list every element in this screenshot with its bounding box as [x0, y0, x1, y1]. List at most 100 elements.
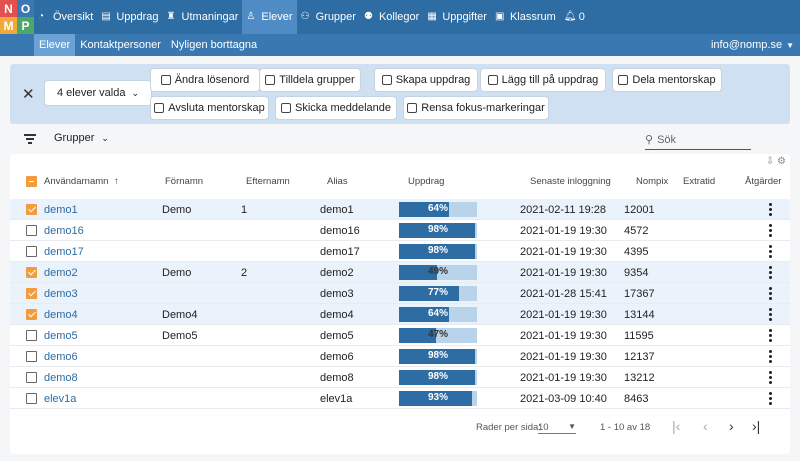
header-lastname[interactable]: Efternamn: [246, 176, 290, 187]
table-row[interactable]: demo3 demo3 77% 2021-01-28 15:41 17367: [10, 283, 790, 304]
username-link[interactable]: demo5: [44, 330, 78, 342]
more-vertical-icon[interactable]: [767, 350, 773, 363]
nav-item-2[interactable]: ♜ Utmaningar: [163, 0, 243, 34]
export-icon[interactable]: ⇩: [765, 156, 775, 167]
row-checkbox[interactable]: [26, 225, 37, 236]
prev-page-icon[interactable]: ‹: [703, 418, 708, 434]
header-assignments[interactable]: Uppdrag: [408, 176, 445, 187]
header-firstname[interactable]: Förnamn: [165, 176, 204, 187]
assignment-progress-bar[interactable]: 77%: [399, 286, 477, 301]
groups-dropdown[interactable]: Grupper ⌄: [54, 132, 109, 144]
action-button-0[interactable]: Ändra lösenord: [150, 68, 260, 92]
nav-item-3[interactable]: ♙ Elever: [242, 0, 297, 34]
gear-icon[interactable]: ⚙: [777, 156, 786, 167]
nav-item-8[interactable]: 🔔︎ 0: [560, 0, 589, 34]
row-checkbox[interactable]: [26, 351, 37, 362]
row-checkbox[interactable]: [26, 267, 37, 278]
more-vertical-icon[interactable]: [767, 266, 773, 279]
page-range: 1 - 10 av 18: [600, 422, 651, 433]
action-button-6[interactable]: Skicka meddelande: [275, 96, 397, 120]
group-icon: ⚇: [300, 11, 310, 22]
header-nompix[interactable]: Nompix: [636, 176, 669, 187]
table-row[interactable]: demo4 Demo4 demo4 64% 2021-01-19 19:30 13144: [10, 304, 790, 325]
table-row[interactable]: demo2 Demo 2 demo2 49% 2021-01-19 19:30 9354: [10, 262, 790, 283]
more-vertical-icon[interactable]: [767, 287, 773, 300]
action-button-2[interactable]: Skapa uppdrag: [374, 68, 478, 92]
selection-count-dropdown[interactable]: 4 elever valda ⌄: [44, 80, 152, 106]
table-row[interactable]: demo16 demo16 98% 2021-01-19 19:30 4572: [10, 220, 790, 241]
action-button-1[interactable]: Tilldela grupper: [259, 68, 361, 92]
username-link[interactable]: demo2: [44, 267, 78, 279]
username-link[interactable]: demo6: [44, 351, 78, 363]
row-checkbox[interactable]: [26, 204, 37, 215]
groups-dropdown-label: Grupper: [54, 132, 95, 144]
assignment-progress-bar[interactable]: 64%: [399, 202, 477, 217]
assignment-progress-bar[interactable]: 93%: [399, 391, 477, 406]
nav-item-5[interactable]: ⚉ Kollegor: [360, 0, 423, 34]
table-row[interactable]: demo1 Demo 1 demo1 64% 2021-02-11 19:28 12001: [10, 199, 790, 220]
action-button-4[interactable]: Dela mentorskap: [612, 68, 722, 92]
row-checkbox[interactable]: [26, 288, 37, 299]
action-button-3[interactable]: Lägg till på uppdrag: [480, 68, 606, 92]
more-vertical-icon[interactable]: [767, 371, 773, 384]
more-vertical-icon[interactable]: [767, 329, 773, 342]
next-page-icon[interactable]: ›: [729, 418, 734, 434]
filter-icon[interactable]: [24, 134, 36, 144]
action-button-7[interactable]: Rensa fokus-markeringar: [403, 96, 549, 120]
select-all-checkbox[interactable]: [26, 176, 37, 187]
username-link[interactable]: demo16: [44, 225, 84, 237]
first-page-icon[interactable]: |‹: [672, 418, 681, 434]
username-link[interactable]: demo17: [44, 246, 84, 258]
header-username[interactable]: Användarnamn ↑: [44, 176, 119, 187]
nav-item-4[interactable]: ⚇ Grupper: [297, 0, 360, 34]
search-input[interactable]: ⚲ Sök: [645, 130, 751, 150]
assignment-progress-bar[interactable]: 64%: [399, 307, 477, 322]
assignment-progress-bar[interactable]: 49%: [399, 265, 477, 280]
username-link[interactable]: elev1a: [44, 393, 77, 405]
more-vertical-icon[interactable]: [767, 392, 773, 405]
row-checkbox[interactable]: [26, 372, 37, 383]
table-row[interactable]: demo8 demo8 98% 2021-01-19 19:30 13212: [10, 367, 790, 388]
more-vertical-icon[interactable]: [767, 224, 773, 237]
last-page-icon[interactable]: ›|: [752, 418, 761, 434]
header-alias[interactable]: Alias: [327, 176, 348, 187]
more-vertical-icon[interactable]: [767, 245, 773, 258]
header-extratime[interactable]: Extratid: [683, 176, 716, 187]
row-checkbox[interactable]: [26, 393, 37, 404]
assignment-progress-bar[interactable]: 98%: [399, 349, 477, 364]
username-link[interactable]: demo1: [44, 204, 78, 216]
nav-item-7[interactable]: ▣ Klassrum: [491, 0, 560, 34]
assignment-progress-bar[interactable]: 98%: [399, 223, 477, 238]
nav-item-6[interactable]: ▦ Uppgifter: [423, 0, 491, 34]
username-link[interactable]: demo8: [44, 372, 78, 384]
subnav-elever[interactable]: Elever: [34, 34, 76, 56]
row-checkbox[interactable]: [26, 246, 37, 257]
table-row[interactable]: demo6 demo6 98% 2021-01-19 19:30 12137: [10, 346, 790, 367]
assignment-progress-bar[interactable]: 47%: [399, 328, 477, 343]
alias: demo4: [320, 309, 354, 321]
table-row[interactable]: elev1a elev1a 93% 2021-03-09 10:40 8463: [10, 388, 790, 409]
username-link[interactable]: demo3: [44, 288, 78, 300]
assignment-progress-bar[interactable]: 98%: [399, 244, 477, 259]
nav-item-1[interactable]: ▤ Uppdrag: [97, 0, 162, 34]
selection-count-label: 4 elever valda: [56, 87, 126, 99]
progress-fill: [399, 391, 472, 406]
table-row[interactable]: demo17 demo17 98% 2021-01-19 19:30 4395: [10, 241, 790, 262]
username-link[interactable]: demo4: [44, 309, 78, 321]
nomp-logo[interactable]: N O M P: [0, 0, 34, 34]
table-row[interactable]: demo5 Demo5 demo5 47% 2021-01-19 19:30 11595: [10, 325, 790, 346]
header-last-login[interactable]: Senaste inloggning: [530, 176, 611, 187]
row-checkbox[interactable]: [26, 309, 37, 320]
user-menu[interactable]: info@nomp.se ▼: [711, 34, 794, 56]
nav-item-0[interactable]: ◔ Översikt: [34, 0, 97, 34]
assignment-progress-bar[interactable]: 98%: [399, 370, 477, 385]
action-button-5[interactable]: Avsluta mentorskap: [150, 96, 269, 120]
subnav-kontaktpersoner[interactable]: Kontaktpersoner: [80, 39, 161, 51]
subnav-nyligen-borttagna[interactable]: Nyligen borttagna: [170, 39, 258, 51]
close-icon[interactable]: ✕: [22, 86, 35, 103]
more-vertical-icon[interactable]: [767, 308, 773, 321]
rows-per-page-select[interactable]: 10 ▼: [538, 422, 576, 434]
selection-action-panel: ✕ 4 elever valda ⌄ Ändra lösenord Tilldel…: [10, 64, 790, 124]
row-checkbox[interactable]: [26, 330, 37, 341]
more-vertical-icon[interactable]: [767, 203, 773, 216]
